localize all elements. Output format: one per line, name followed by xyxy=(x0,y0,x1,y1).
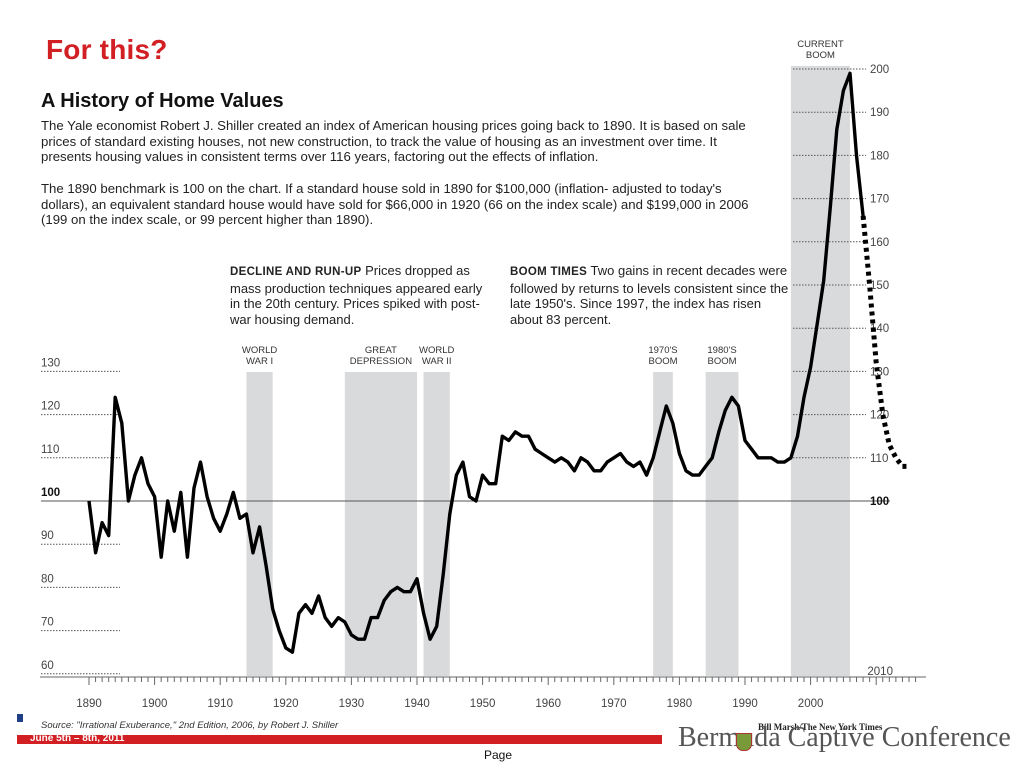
band-label: WAR I xyxy=(246,356,273,367)
decline-annotation: DECLINE AND RUN-UP Prices dropped as mas… xyxy=(230,263,490,327)
x-tick-label: 1960 xyxy=(535,698,561,710)
crest-icon xyxy=(736,733,752,751)
band-label: GREAT xyxy=(365,345,397,356)
x-tick-label: 1940 xyxy=(404,698,430,710)
period-band xyxy=(653,372,673,676)
grid-lines xyxy=(41,68,890,675)
band-label: WORLD xyxy=(242,345,278,356)
band-label: BOOM xyxy=(806,50,835,61)
y-tick-label-left: 60 xyxy=(41,660,54,672)
y-tick-label-left: 120 xyxy=(41,401,60,413)
footer-accent xyxy=(17,714,23,722)
band-label: WAR II xyxy=(422,356,452,367)
band-label: BOOM xyxy=(648,356,677,367)
footer-bar xyxy=(17,735,662,744)
x-tick-label: 2010 xyxy=(867,666,893,678)
decline-annotation-text: Prices dropped as mass production techni… xyxy=(230,263,483,327)
series-lines xyxy=(87,71,909,654)
y-tick-label-left: 100 xyxy=(41,487,60,499)
intro-paragraph: The Yale economist Robert J. Shiller cre… xyxy=(41,118,746,165)
x-tick-label: 1980 xyxy=(667,698,693,710)
chart-title: A History of Home Values xyxy=(41,90,284,112)
x-tick-label: 1930 xyxy=(339,698,365,710)
x-tick-label: 1910 xyxy=(207,698,233,710)
y-tick-label-left: 80 xyxy=(41,573,54,585)
y-tick-label-right: 180 xyxy=(870,150,889,162)
boom-annotation: BOOM TIMES Two gains in recent decades w… xyxy=(510,263,795,327)
y-tick-label-right: 140 xyxy=(870,323,889,335)
x-tick-label: 1890 xyxy=(76,698,102,710)
y-tick-label-left: 130 xyxy=(41,357,60,369)
period-band xyxy=(344,372,417,676)
x-tick-label: 1970 xyxy=(601,698,627,710)
y-tick-label-left: 110 xyxy=(41,444,59,456)
y-tick-label-right: 120 xyxy=(870,410,889,422)
band-label: CURRENT xyxy=(797,39,844,50)
y-tick-label-right: 190 xyxy=(870,107,889,119)
axes: 6070809010011012013010011012013014015016… xyxy=(40,64,926,710)
band-label: 1970'S xyxy=(648,345,677,356)
y-tick-label-right: 200 xyxy=(870,64,889,76)
x-tick-label: 1920 xyxy=(273,698,299,710)
y-tick-label-left: 70 xyxy=(41,617,54,629)
x-tick-label: 1990 xyxy=(732,698,758,710)
y-tick-label-right: 150 xyxy=(870,280,889,292)
y-tick-label-right: 170 xyxy=(870,194,889,206)
projection-line xyxy=(860,215,909,469)
conference-logo-text: Bermuda Captive Conference xyxy=(678,722,1011,753)
y-tick-label-right: 160 xyxy=(870,237,889,249)
footer-date: June 5th – 8th, 2011 xyxy=(30,733,125,744)
x-tick-label: 1950 xyxy=(470,698,496,710)
source-note: Source: "Irrational Exuberance," 2nd Edi… xyxy=(41,720,339,731)
index-line xyxy=(87,71,865,654)
slide-heading: For this? xyxy=(46,34,168,65)
band-label: WORLD xyxy=(419,345,455,356)
band-label: DEPRESSION xyxy=(350,356,412,367)
x-tick-label: 2000 xyxy=(798,698,824,710)
band-label: 1980'S xyxy=(707,345,736,356)
x-tick-label: 1900 xyxy=(142,698,168,710)
page-label: Page xyxy=(484,748,513,762)
boom-annotation-head: BOOM TIMES xyxy=(510,266,588,278)
period-band xyxy=(246,372,273,676)
boom-annotation-text: Two gains in recent decades were followe… xyxy=(510,263,789,327)
y-tick-label-right: 110 xyxy=(870,453,888,465)
y-tick-label-left: 90 xyxy=(41,530,54,542)
benchmark-paragraph: The 1890 benchmark is 100 on the chart. … xyxy=(41,181,749,228)
band-label: BOOM xyxy=(708,356,737,367)
y-tick-label-right: 100 xyxy=(870,496,889,508)
decline-annotation-head: DECLINE AND RUN-UP xyxy=(230,266,362,278)
credit-line: Bill Marsh/The New York Times xyxy=(758,722,883,732)
